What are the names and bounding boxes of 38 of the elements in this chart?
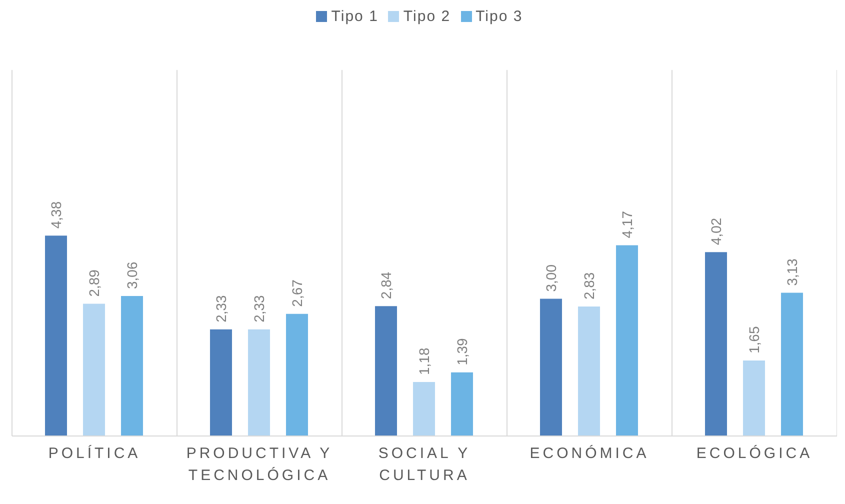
bar xyxy=(616,245,638,436)
data-label: 1,39 xyxy=(454,338,470,366)
x-tick-label: SOCIAL Y CULTURA xyxy=(378,445,471,484)
legend-label: Tipo 2 xyxy=(403,8,451,25)
data-label: 2,67 xyxy=(289,279,305,307)
bar xyxy=(705,252,727,436)
bar xyxy=(286,314,308,436)
data-label: 3,00 xyxy=(543,264,559,292)
data-label: 1,65 xyxy=(746,326,762,354)
legend-label: Tipo 3 xyxy=(476,8,523,25)
data-label: 2,33 xyxy=(213,294,229,322)
data-label: 2,84 xyxy=(378,272,394,300)
legend-label: Tipo 1 xyxy=(331,8,378,25)
data-label: 2,33 xyxy=(251,294,267,322)
bar xyxy=(578,306,600,436)
data-label: 3,13 xyxy=(784,258,800,286)
bar xyxy=(248,329,270,436)
x-tick-label: ECOLÓGICA xyxy=(696,444,813,462)
bar xyxy=(413,382,435,436)
data-label: 2,89 xyxy=(86,269,102,297)
data-label: 4,17 xyxy=(619,210,635,238)
bar xyxy=(451,372,473,436)
x-tick-label: PRODUCTIVA Y TECNOLÓGICA xyxy=(186,445,333,484)
bar xyxy=(375,306,397,436)
x-tick-label: ECONÓMICA xyxy=(530,444,650,462)
bar xyxy=(781,292,803,436)
bar xyxy=(743,360,765,436)
bar xyxy=(83,304,105,436)
bar xyxy=(540,298,562,436)
bar xyxy=(121,296,143,436)
data-label: 3,06 xyxy=(124,262,140,290)
bar xyxy=(45,236,67,436)
data-label: 4,38 xyxy=(48,201,64,229)
data-label: 2,83 xyxy=(581,272,597,300)
data-label: 4,02 xyxy=(708,218,724,246)
data-label: 1,18 xyxy=(416,348,432,376)
x-tick-label: POLÍTICA xyxy=(48,444,141,462)
bar xyxy=(210,329,232,436)
